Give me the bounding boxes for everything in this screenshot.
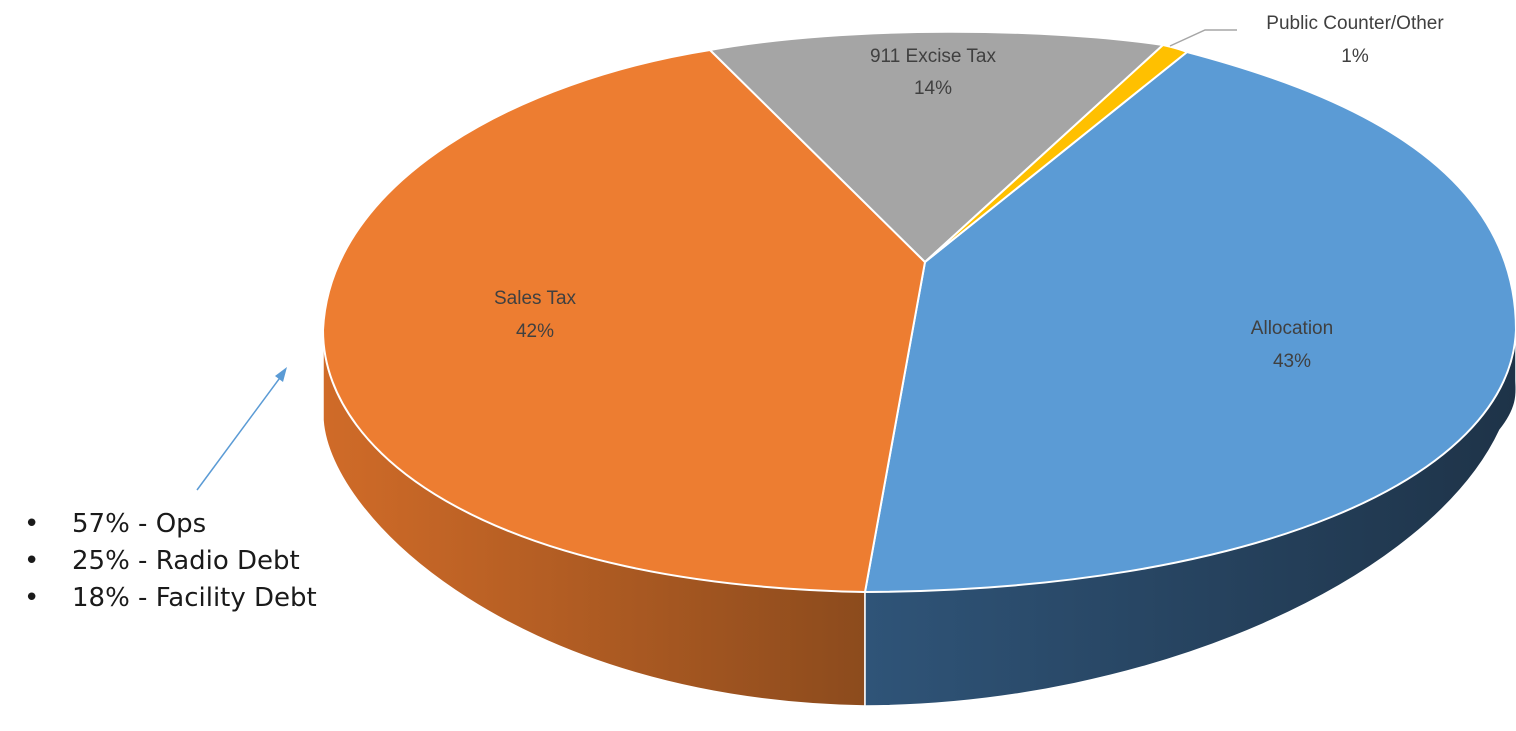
list-item: • 57% - Ops [24,506,317,543]
breakdown-list: • 57% - Ops • 25% - Radio Debt • 18% - Faci… [24,506,317,617]
leader-line-public-counter [1169,29,1237,47]
bullet-icon: • [24,509,40,539]
list-item: • 18% - Facility Debt [24,580,317,617]
annotation-arrow [196,367,287,491]
list-item: • 25% - Radio Debt [24,543,317,580]
label-public-counter-name: Public Counter/Other [1266,13,1444,34]
label-allocation-value: 43% [1273,351,1311,372]
pie-slice-sales-tax [321,48,927,594]
bullet-icon: • [24,583,40,613]
label-sales-tax-value: 42% [516,321,554,342]
label-sales-tax-name: Sales Tax [494,288,577,309]
pie-slice-911-excise-tax [707,30,1166,264]
pie-slice-public-counter-other [924,43,1189,263]
label-911-excise-tax-value: 14% [914,78,952,99]
label-allocation-name: Allocation [1251,318,1333,339]
pie-slice-allocation [863,50,1516,594]
label-911-excise-tax-name: 911 Excise Tax [870,46,997,67]
label-public-counter-value: 1% [1341,46,1369,67]
bullet-icon: • [24,546,40,576]
